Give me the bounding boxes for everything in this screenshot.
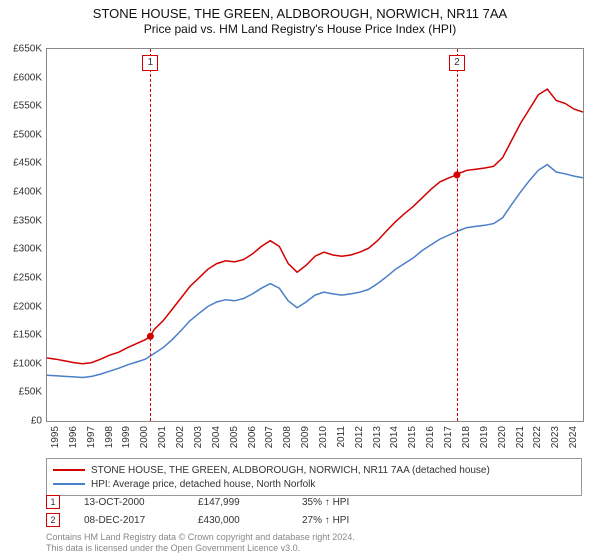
ytick-label: £250K <box>2 272 42 283</box>
ytick-label: £350K <box>2 215 42 226</box>
event-date-2: 08-DEC-2017 <box>84 515 174 526</box>
xtick-label: 2010 <box>318 426 329 448</box>
xtick-label: 2005 <box>229 426 240 448</box>
legend-row-price-paid: STONE HOUSE, THE GREEN, ALDBOROUGH, NORW… <box>53 463 575 477</box>
xtick-label: 2012 <box>354 426 365 448</box>
ytick-label: £400K <box>2 187 42 198</box>
xtick-label: 2008 <box>282 426 293 448</box>
footer: Contains HM Land Registry data © Crown c… <box>46 532 582 554</box>
event-box-1: 1 <box>46 495 60 509</box>
xtick-label: 2022 <box>532 426 543 448</box>
ytick-label: £600K <box>2 72 42 83</box>
xtick-label: 2023 <box>550 426 561 448</box>
xtick-label: 1998 <box>104 426 115 448</box>
legend-row-hpi: HPI: Average price, detached house, Nort… <box>53 477 575 491</box>
chart-subtitle: Price paid vs. HM Land Registry's House … <box>0 22 600 36</box>
xtick-label: 2015 <box>407 426 418 448</box>
event-delta-1: 35% ↑ HPI <box>302 497 349 508</box>
xtick-label: 2017 <box>443 426 454 448</box>
event-price-2: £430,000 <box>198 515 278 526</box>
xtick-label: 2003 <box>193 426 204 448</box>
marker-line-1 <box>150 49 151 421</box>
ytick-label: £450K <box>2 158 42 169</box>
chart-container: STONE HOUSE, THE GREEN, ALDBOROUGH, NORW… <box>0 0 600 560</box>
title-block: STONE HOUSE, THE GREEN, ALDBOROUGH, NORW… <box>0 0 600 36</box>
event-delta-2: 27% ↑ HPI <box>302 515 349 526</box>
ytick-label: £50K <box>2 387 42 398</box>
legend-label-hpi: HPI: Average price, detached house, Nort… <box>91 479 315 490</box>
legend: STONE HOUSE, THE GREEN, ALDBOROUGH, NORW… <box>46 458 582 496</box>
event-price-1: £147,999 <box>198 497 278 508</box>
series-hpi <box>47 165 583 378</box>
ytick-label: £200K <box>2 301 42 312</box>
ytick-label: £150K <box>2 330 42 341</box>
xtick-label: 2011 <box>336 426 347 448</box>
xtick-label: 2024 <box>568 426 579 448</box>
xtick-label: 2016 <box>425 426 436 448</box>
event-date-1: 13-OCT-2000 <box>84 497 174 508</box>
legend-swatch-hpi <box>53 483 85 485</box>
ytick-label: £300K <box>2 244 42 255</box>
xtick-label: 2007 <box>264 426 275 448</box>
xtick-label: 2014 <box>389 426 400 448</box>
xtick-label: 2020 <box>497 426 508 448</box>
xtick-label: 1995 <box>50 426 61 448</box>
xtick-label: 2018 <box>461 426 472 448</box>
xtick-label: 2019 <box>479 426 490 448</box>
plot-area <box>46 48 584 422</box>
xtick-label: 2004 <box>211 426 222 448</box>
ytick-label: £500K <box>2 129 42 140</box>
ytick-label: £100K <box>2 358 42 369</box>
marker-line-2 <box>457 49 458 421</box>
footer-line-2: This data is licensed under the Open Gov… <box>46 543 582 554</box>
event-row-2: 2 08-DEC-2017 £430,000 27% ↑ HPI <box>46 512 582 528</box>
xtick-label: 2006 <box>247 426 258 448</box>
ytick-label: £550K <box>2 101 42 112</box>
footer-line-1: Contains HM Land Registry data © Crown c… <box>46 532 582 543</box>
xtick-label: 2009 <box>300 426 311 448</box>
marker-box-2: 2 <box>449 55 465 71</box>
xtick-label: 1997 <box>86 426 97 448</box>
xtick-label: 2000 <box>139 426 150 448</box>
series-price_paid <box>47 89 583 364</box>
plot-svg <box>47 49 583 421</box>
ytick-label: £0 <box>2 416 42 427</box>
xtick-label: 1996 <box>68 426 79 448</box>
xtick-label: 1999 <box>121 426 132 448</box>
ytick-label: £650K <box>2 44 42 55</box>
event-row-1: 1 13-OCT-2000 £147,999 35% ↑ HPI <box>46 494 582 510</box>
event-box-2: 2 <box>46 513 60 527</box>
legend-swatch-price-paid <box>53 469 85 471</box>
chart-title: STONE HOUSE, THE GREEN, ALDBOROUGH, NORW… <box>0 6 600 21</box>
marker-box-1: 1 <box>142 55 158 71</box>
events-table: 1 13-OCT-2000 £147,999 35% ↑ HPI 2 08-DE… <box>46 494 582 530</box>
xtick-label: 2013 <box>372 426 383 448</box>
xtick-label: 2021 <box>515 426 526 448</box>
xtick-label: 2001 <box>157 426 168 448</box>
xtick-label: 2002 <box>175 426 186 448</box>
legend-label-price-paid: STONE HOUSE, THE GREEN, ALDBOROUGH, NORW… <box>91 465 490 476</box>
